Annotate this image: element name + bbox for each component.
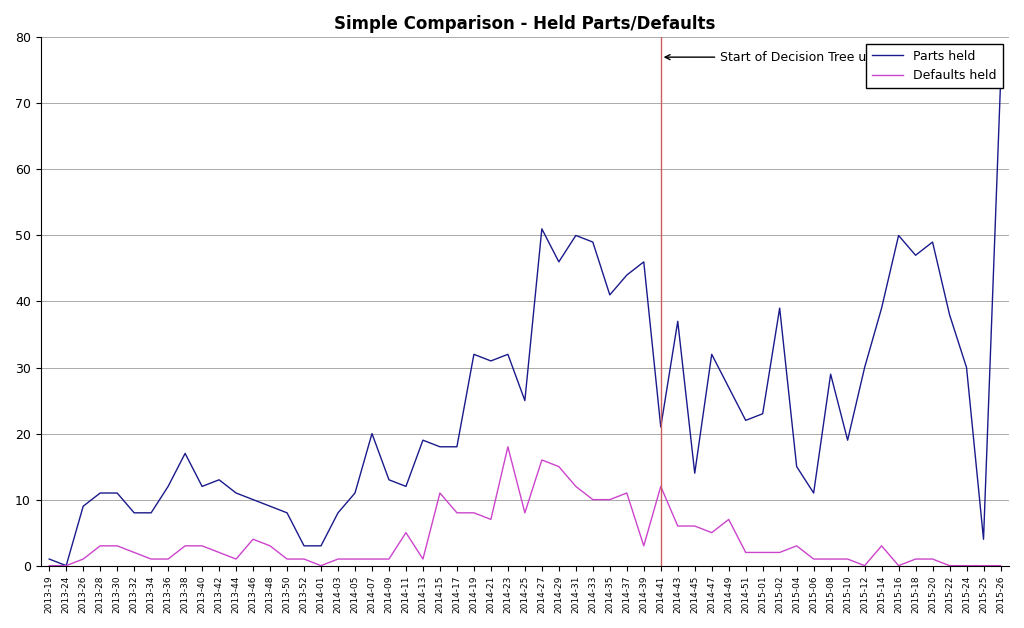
Parts held: [706, 350, 718, 358]
Defaults held: [502, 443, 514, 450]
Defaults held: [994, 562, 1007, 570]
Parts held: [994, 80, 1007, 87]
Parts held: [43, 555, 55, 563]
Defaults held: [77, 555, 89, 563]
Parts held: [111, 489, 123, 497]
Title: Simple Comparison - Held Parts/Defaults: Simple Comparison - Held Parts/Defaults: [334, 15, 716, 33]
Defaults held: [298, 555, 310, 563]
Parts held: [94, 489, 106, 497]
Parts held: [314, 542, 327, 550]
Line: Defaults held: Defaults held: [49, 447, 1000, 566]
Parts held: [468, 350, 480, 358]
Parts held: [723, 384, 735, 391]
Legend: Parts held, Defaults held: Parts held, Defaults held: [865, 43, 1002, 89]
Defaults held: [94, 542, 106, 550]
Parts held: [60, 562, 73, 570]
Line: Parts held: Parts held: [49, 84, 1000, 566]
Text: Start of Decision Tree usage: Start of Decision Tree usage: [666, 51, 896, 63]
Defaults held: [43, 562, 55, 570]
Defaults held: [451, 509, 463, 517]
Defaults held: [723, 516, 735, 523]
Defaults held: [706, 529, 718, 536]
